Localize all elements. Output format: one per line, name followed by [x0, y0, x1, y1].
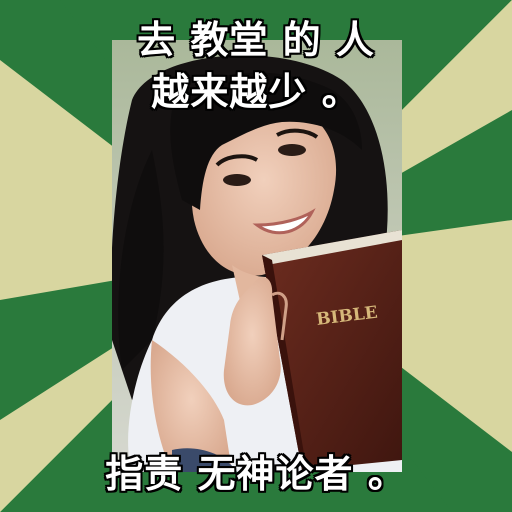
finger: [271, 291, 288, 341]
hand: [223, 277, 281, 406]
smile: [252, 208, 316, 235]
photo: BIBLE: [112, 40, 402, 472]
bottom-caption: 指责 无神论者 。: [105, 452, 407, 496]
top-caption-line-1: 去 教堂 的 人: [137, 18, 375, 62]
arm: [150, 340, 232, 472]
top-caption-line-2: 越来越少 。: [151, 70, 361, 114]
left-eye: [223, 174, 251, 186]
left-brow: [215, 154, 259, 167]
right-brow: [276, 128, 319, 139]
jeans: [172, 448, 237, 472]
hair-side: [118, 150, 164, 370]
hair-fringe: [170, 72, 362, 210]
right-eye: [278, 144, 306, 156]
